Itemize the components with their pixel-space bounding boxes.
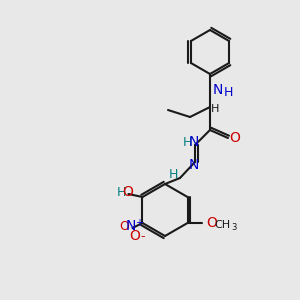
Text: 3: 3 — [231, 223, 236, 232]
Text: H: H — [211, 104, 219, 114]
Text: H: H — [223, 86, 233, 100]
Text: O: O — [129, 229, 140, 243]
Text: O: O — [230, 131, 240, 145]
Text: H: H — [117, 185, 126, 199]
Text: O: O — [206, 216, 217, 230]
Text: H: H — [182, 136, 192, 148]
Text: O: O — [119, 220, 129, 232]
Text: +: + — [136, 218, 143, 228]
Text: N: N — [213, 83, 223, 97]
Text: N: N — [125, 219, 136, 233]
Text: CH: CH — [214, 220, 231, 230]
Text: N: N — [189, 158, 199, 172]
Text: O: O — [122, 185, 133, 199]
Text: H: H — [168, 169, 178, 182]
Text: -: - — [140, 230, 145, 244]
Text: N: N — [189, 135, 199, 149]
